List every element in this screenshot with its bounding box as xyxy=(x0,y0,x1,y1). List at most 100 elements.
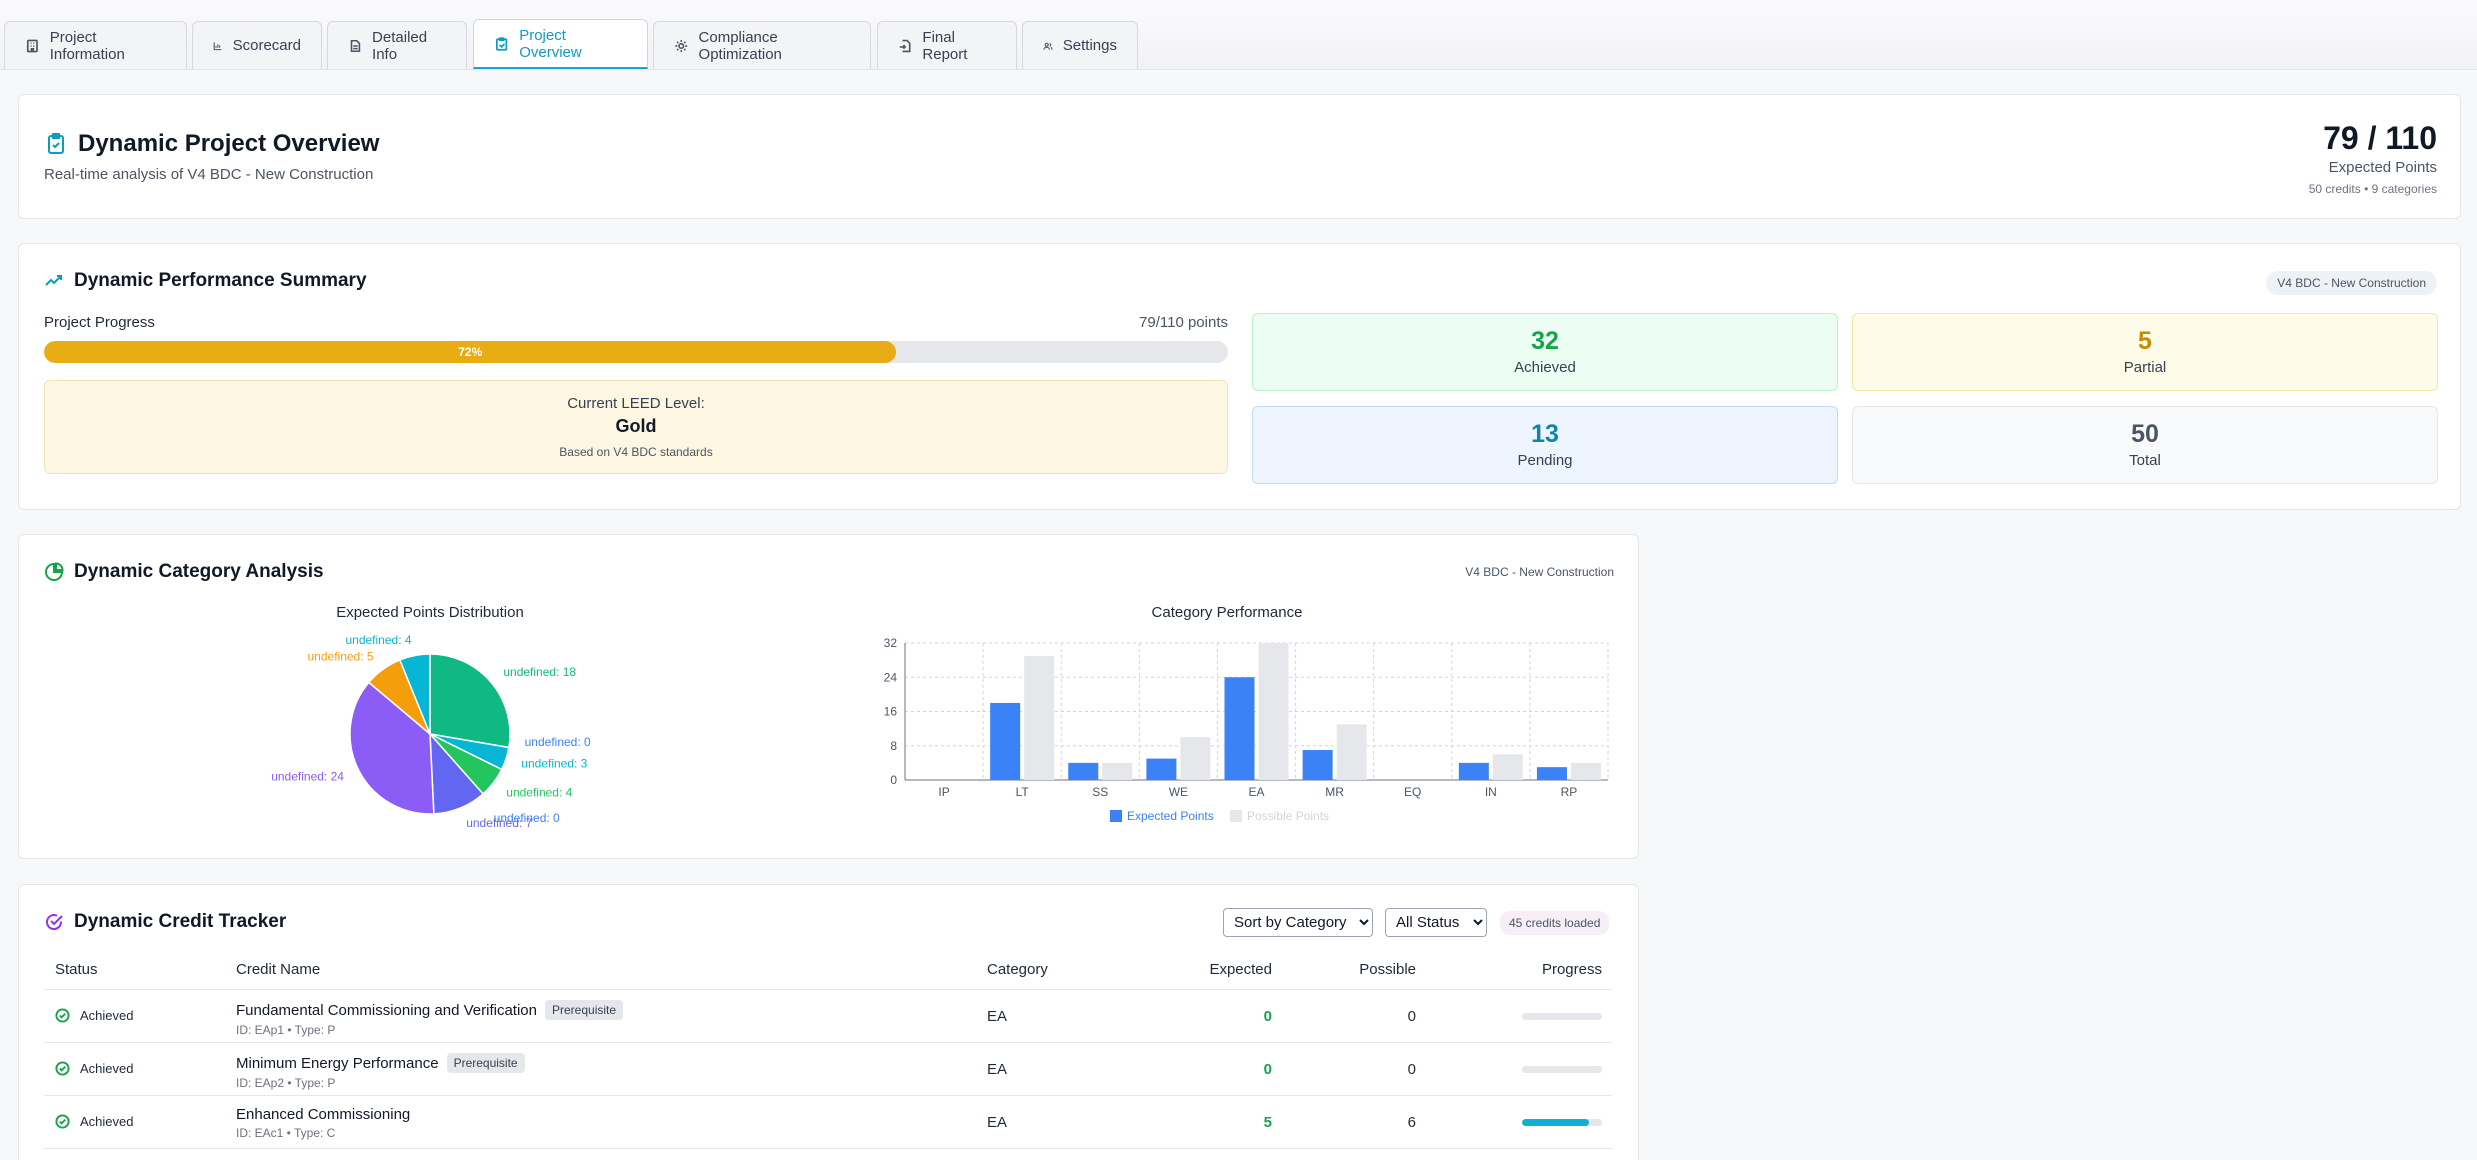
legend-label: Possible Points xyxy=(1247,809,1329,823)
clipboard-check-icon xyxy=(495,36,508,51)
building-icon xyxy=(26,39,38,52)
legend-swatch xyxy=(1230,810,1242,822)
pie-slice[interactable] xyxy=(349,681,435,815)
y-tick-label: 16 xyxy=(884,705,898,719)
pie-slice[interactable] xyxy=(398,653,431,735)
row-divider xyxy=(44,1148,1612,1149)
progress-mini-bar xyxy=(1522,1066,1602,1073)
performance-summary-title: Dynamic Performance Summary xyxy=(44,270,367,292)
tab-final-report[interactable]: Final Report xyxy=(877,21,1017,69)
legend-label: Expected Points xyxy=(1127,809,1214,823)
tab-detailed-info[interactable]: Detailed Info xyxy=(327,21,467,69)
progress-mini-fill xyxy=(1522,1119,1589,1126)
x-tick-label: SS xyxy=(1092,785,1108,799)
credit-name-cell: Fundamental Commissioning and Verificati… xyxy=(236,1000,624,1037)
prerequisite-badge: Prerequisite xyxy=(545,1000,624,1020)
expected-cell: 0 xyxy=(1263,1061,1272,1078)
bar-expected[interactable] xyxy=(990,702,1021,780)
bar-possible[interactable] xyxy=(1024,655,1055,780)
bar-possible[interactable] xyxy=(1336,724,1367,780)
x-tick-label: WE xyxy=(1169,785,1188,799)
pie-label: undefined: 24 xyxy=(271,770,344,784)
category-cell: EA xyxy=(987,1061,1008,1078)
bar-expected[interactable] xyxy=(1458,762,1489,780)
bar-expected[interactable] xyxy=(1068,762,1099,780)
credit-name-cell: Minimum Energy Performance Prerequisite I… xyxy=(236,1053,525,1090)
pie-label: undefined: 5 xyxy=(308,649,374,663)
check-circle-icon xyxy=(55,1114,70,1129)
bar-expected[interactable] xyxy=(1536,767,1567,780)
stat-label: Achieved xyxy=(1514,359,1576,376)
progress-label: Project Progress xyxy=(44,314,155,331)
status-filter-select[interactable]: All Status xyxy=(1385,908,1487,937)
stat-value: 13 xyxy=(1531,420,1559,448)
performance-summary-title-text: Dynamic Performance Summary xyxy=(74,270,367,291)
tab-project-overview[interactable]: Project Overview xyxy=(473,19,648,69)
credit-name: Fundamental Commissioning and Verificati… xyxy=(236,1001,537,1019)
col-category-header: Category xyxy=(987,961,1048,978)
tab-label: Compliance Optimization xyxy=(698,28,782,63)
y-tick-label: 0 xyxy=(890,773,897,787)
credit-tracker-title: Dynamic Credit Tracker xyxy=(44,911,286,933)
bar-expected[interactable] xyxy=(1146,758,1177,780)
file-export-icon xyxy=(899,39,911,52)
category-analysis-card xyxy=(18,534,1639,859)
leed-level-label: Current LEED Level: xyxy=(567,395,705,412)
bar-possible[interactable] xyxy=(1570,762,1601,780)
tab-compliance-optimization[interactable]: Compliance Optimization xyxy=(653,21,871,69)
pie-chart-icon xyxy=(45,562,64,581)
trending-up-icon xyxy=(45,275,62,286)
sort-select[interactable]: Sort by Category xyxy=(1223,908,1373,937)
page-title: Dynamic Project Overview xyxy=(44,130,379,158)
stat-label: Pending xyxy=(1517,452,1573,469)
possible-cell: 6 xyxy=(1407,1114,1416,1131)
status-text: Achieved xyxy=(80,1114,134,1129)
bar-possible[interactable] xyxy=(1258,643,1289,780)
credits-loaded-badge: 45 credits loaded xyxy=(1500,911,1610,935)
check-circle-icon xyxy=(55,1008,70,1023)
progress-bar: 72% xyxy=(44,341,1228,363)
stat-label: Partial xyxy=(2123,359,2167,376)
pie-label: undefined: 18 xyxy=(503,665,576,679)
stat-label: Total xyxy=(2129,452,2161,469)
tab-label: Project Information xyxy=(49,28,125,63)
credit-name: Minimum Energy Performance xyxy=(236,1054,439,1072)
expected-points-summary: 79 / 110 Expected Points 50 credits • 9 … xyxy=(2309,120,2437,196)
row-divider xyxy=(44,1095,1612,1096)
tab-project-information[interactable]: Project Information xyxy=(4,21,187,69)
pie-slice[interactable] xyxy=(429,653,511,749)
bar-possible[interactable] xyxy=(1180,737,1211,780)
category-analysis-title: Dynamic Category Analysis xyxy=(44,561,324,583)
bar-expected[interactable] xyxy=(1224,677,1255,780)
check-circle-icon xyxy=(46,914,63,931)
tab-scorecard[interactable]: Scorecard xyxy=(192,21,322,69)
pie-label: undefined: 4 xyxy=(506,785,572,799)
tab-bar: Project Information Scorecard Detailed I… xyxy=(0,0,2477,70)
page-subtitle: Real-time analysis of V4 BDC - New Const… xyxy=(44,166,374,183)
tab-settings[interactable]: Settings xyxy=(1022,21,1138,69)
status-text: Achieved xyxy=(80,1008,134,1023)
expected-points-value: 79 / 110 xyxy=(2323,120,2437,156)
header-divider xyxy=(44,989,1612,990)
users-icon xyxy=(1043,42,1053,50)
document-icon xyxy=(350,39,361,52)
bar-possible[interactable] xyxy=(1492,754,1523,780)
col-name-header: Credit Name xyxy=(236,961,321,978)
bar-expected[interactable] xyxy=(1302,750,1333,780)
x-tick-label: RP xyxy=(1561,785,1578,799)
credit-name-cell: Enhanced Commissioning ID: EAc1 • Type: … xyxy=(236,1106,410,1140)
x-tick-label: MR xyxy=(1325,785,1344,799)
overview-header-card xyxy=(18,94,2461,219)
standard-badge: V4 BDC - New Construction xyxy=(2266,271,2437,295)
col-status-header: Status xyxy=(55,961,98,978)
progress-value: 79/110 points xyxy=(1139,314,1228,331)
gear-icon xyxy=(675,39,688,52)
x-tick-label: IN xyxy=(1485,785,1497,799)
possible-cell: 0 xyxy=(1407,1061,1416,1078)
bar-possible[interactable] xyxy=(1102,762,1133,780)
expected-points-label: Expected Points xyxy=(2328,159,2437,176)
leed-level-value: Gold xyxy=(615,416,657,436)
expected-points-meta: 50 credits • 9 categories xyxy=(2308,182,2437,196)
tab-label: Final Report xyxy=(922,28,968,63)
category-standard-label: V4 BDC - New Construction xyxy=(1465,565,1614,579)
